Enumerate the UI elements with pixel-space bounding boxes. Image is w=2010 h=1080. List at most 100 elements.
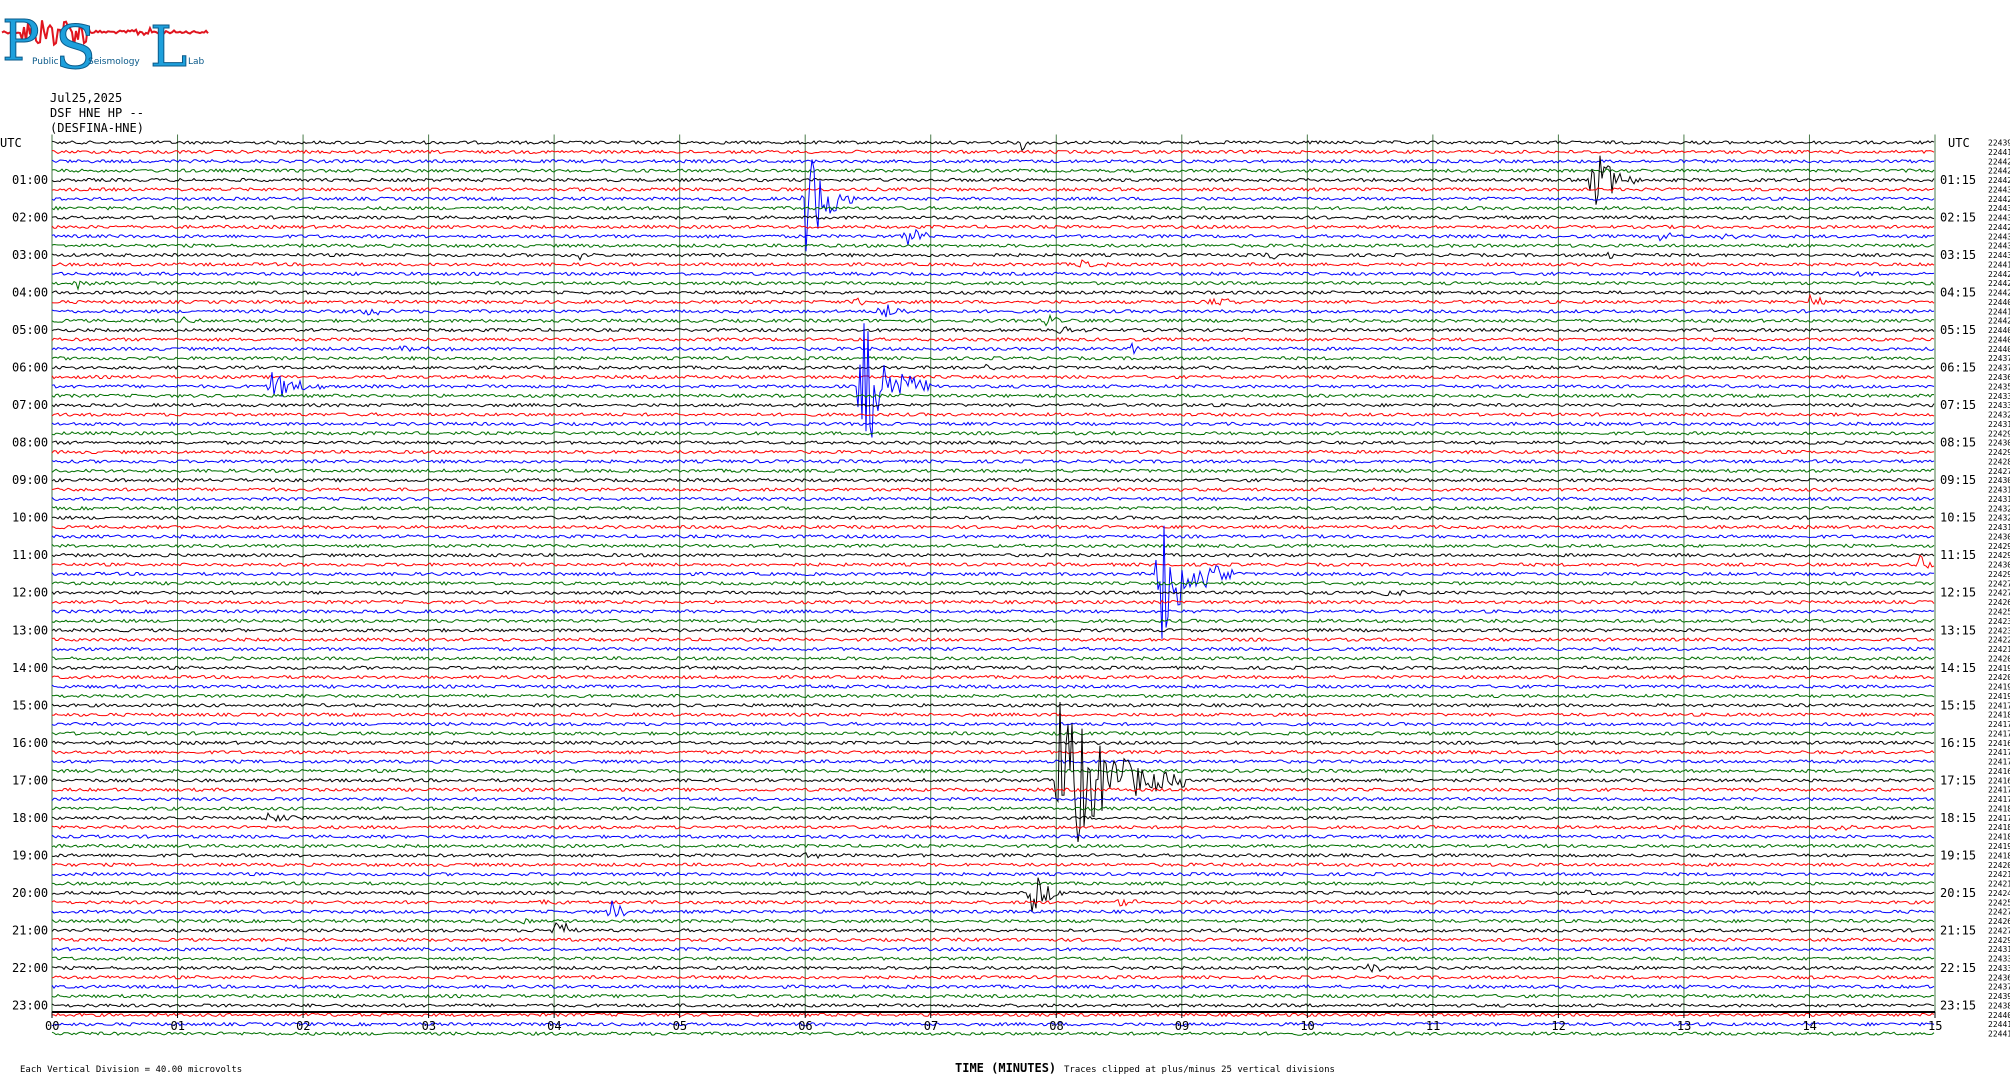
trace-value-label: 22442 (1988, 176, 2010, 185)
seismic-trace (51, 590, 1935, 597)
trace-value-label: 22440 (1988, 335, 2010, 344)
trace-value-label: 22417 (1988, 786, 2010, 795)
seismic-trace (51, 693, 1935, 699)
left-hour-label: 15:00 (12, 698, 48, 712)
right-hour-label: 23:15 (1940, 998, 1976, 1012)
seismic-trace (51, 674, 1935, 680)
header-channel: DSF HNE HP -- (50, 106, 144, 120)
trace-value-label: 22430 (1988, 439, 2010, 448)
trace-value-label: 22421 (1988, 880, 2010, 889)
seismic-trace (51, 304, 1935, 318)
trace-value-label: 22418 (1988, 833, 2010, 842)
left-hour-label: 20:00 (12, 886, 48, 900)
left-axis-title: UTC (0, 136, 22, 150)
trace-value-label: 22437 (1988, 364, 2010, 373)
seismic-trace (51, 402, 1935, 408)
right-hour-label: 02:15 (1940, 211, 1976, 225)
right-hour-label: 06:15 (1940, 361, 1976, 375)
seismic-trace (51, 293, 1935, 306)
seismic-trace (51, 280, 1935, 292)
trace-value-label: 22429 (1988, 542, 2010, 551)
left-hour-label: 17:00 (12, 773, 48, 787)
trace-value-label: 22441 (1988, 260, 2010, 269)
seismic-trace (51, 768, 1935, 774)
trace-value-label: 22416 (1988, 767, 2010, 776)
x-tick-label: 08 (1049, 1019, 1063, 1033)
trace-value-label: 22443 (1988, 242, 2010, 251)
trace-value-label: 22435 (1988, 382, 2010, 391)
trace-value-label: 22438 (1988, 1001, 2010, 1010)
seismic-trace (51, 843, 1935, 849)
left-hour-label: 13:00 (12, 623, 48, 637)
logo-letter-s: S (55, 13, 96, 83)
seismic-trace (51, 552, 1935, 558)
x-tick-label: 11 (1426, 1019, 1440, 1033)
trace-value-label: 22419 (1988, 683, 2010, 692)
seismic-trace (51, 900, 1935, 918)
trace-value-label: 22424 (1988, 889, 2010, 898)
seismic-trace (51, 1012, 1935, 1018)
trace-value-label: 22442 (1988, 289, 2010, 298)
seismic-trace (51, 186, 1935, 192)
trace-value-label: 22442 (1988, 270, 2010, 279)
x-tick-label: 01 (171, 1019, 185, 1033)
seismic-trace (51, 363, 1935, 371)
trace-value-label: 22419 (1988, 842, 2010, 851)
right-hour-label: 19:15 (1940, 848, 1976, 862)
seismic-trace (51, 505, 1934, 511)
seismic-trace (51, 881, 1935, 887)
seismic-trace (51, 215, 1935, 220)
seismic-trace (51, 430, 1935, 436)
trace-value-label: 22420 (1988, 654, 2010, 663)
seismic-trace (51, 701, 1935, 842)
trace-value-label: 22427 (1988, 579, 2010, 588)
trace-value-label: 22432 (1988, 514, 2010, 523)
trace-value-label: 22421 (1988, 870, 2010, 879)
left-hour-label: 02:00 (12, 211, 48, 225)
left-hour-label: 01:00 (12, 173, 48, 187)
seismic-trace (51, 243, 1935, 249)
seismic-trace (51, 618, 1935, 624)
x-tick-label: 07 (924, 1019, 938, 1033)
left-hour-label: 04:00 (12, 286, 48, 300)
seismic-trace (51, 393, 1935, 399)
seismic-trace (51, 824, 1935, 832)
right-hour-label: 20:15 (1940, 886, 1976, 900)
trace-value-label: 22437 (1988, 354, 2010, 363)
right-hour-label: 08:15 (1940, 436, 1976, 450)
seismic-trace (51, 811, 1935, 823)
seismic-trace (51, 712, 1935, 718)
seismic-trace (51, 684, 1935, 689)
seismic-trace (51, 326, 1935, 334)
axis-labels: UTC UTC 22439224412244222442224422244322… (0, 136, 2010, 1039)
x-tick-label: 06 (798, 1019, 812, 1033)
trace-value-label: 22431 (1988, 495, 2010, 504)
x-tick-label: 14 (1802, 1019, 1816, 1033)
trace-value-label: 22443 (1988, 214, 2010, 223)
trace-value-label: 22442 (1988, 167, 2010, 176)
trace-value-label: 22443 (1988, 185, 2010, 194)
seismic-trace (51, 749, 1935, 755)
trace-value-label: 22441 (1988, 307, 2010, 316)
trace-value-label: 22417 (1988, 758, 2010, 767)
right-hour-label: 15:15 (1940, 698, 1976, 712)
seismic-trace (51, 1031, 1935, 1036)
trace-value-label: 22422 (1988, 636, 2010, 645)
seismic-trace (51, 796, 1935, 802)
seismic-trace (51, 228, 1935, 246)
seismic-trace (51, 140, 1935, 152)
trace-value-label: 22431 (1988, 420, 2010, 429)
trace-value-label: 22431 (1988, 486, 2010, 495)
left-hour-label: 12:00 (12, 586, 48, 600)
seismic-traces (51, 140, 1935, 1036)
trace-value-label: 22418 (1988, 823, 2010, 832)
x-tick-label: 10 (1300, 1019, 1314, 1033)
seismic-trace (51, 323, 1935, 438)
x-tick-label: 13 (1677, 1019, 1691, 1033)
right-hour-label: 13:15 (1940, 623, 1976, 637)
left-hour-label: 11:00 (12, 548, 48, 562)
trace-value-label: 22418 (1988, 851, 2010, 860)
trace-value-label: 22416 (1988, 776, 2010, 785)
trace-value-label: 22426 (1988, 917, 2010, 926)
seismic-trace (51, 525, 1935, 639)
